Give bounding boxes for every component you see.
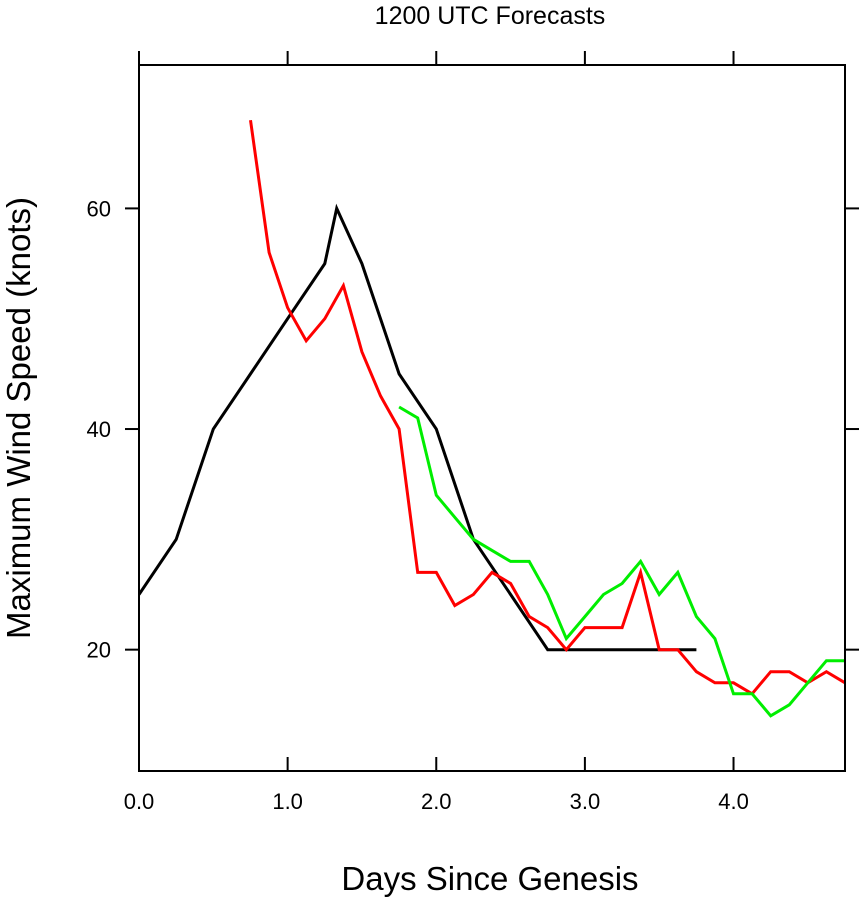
x-tick-label: 1.0: [272, 789, 303, 814]
x-axis-title: Days Since Genesis: [341, 860, 638, 897]
y-axis-title: Maximum Wind Speed (knots): [0, 197, 37, 639]
x-tick-group: 0.0 1.0 2.0 3.0 4.0: [124, 51, 749, 814]
chart-title: 1200 UTC Forecasts: [375, 2, 606, 30]
series-line-0: [139, 203, 697, 652]
x-tick-label: 4.0: [718, 789, 749, 814]
series-group: [139, 119, 845, 718]
x-tick-label: 0.0: [124, 789, 155, 814]
x-tick-label: 2.0: [421, 789, 452, 814]
y-tick-label: 20: [87, 638, 111, 663]
plot-frame: [138, 64, 846, 772]
series-line-2: [398, 405, 845, 718]
y-tick-group: 20 40 60: [87, 196, 859, 663]
y-tick-label: 40: [87, 417, 111, 442]
series-line-1: [249, 119, 845, 696]
y-tick-label: 60: [87, 196, 111, 221]
x-tick-label: 3.0: [570, 789, 601, 814]
